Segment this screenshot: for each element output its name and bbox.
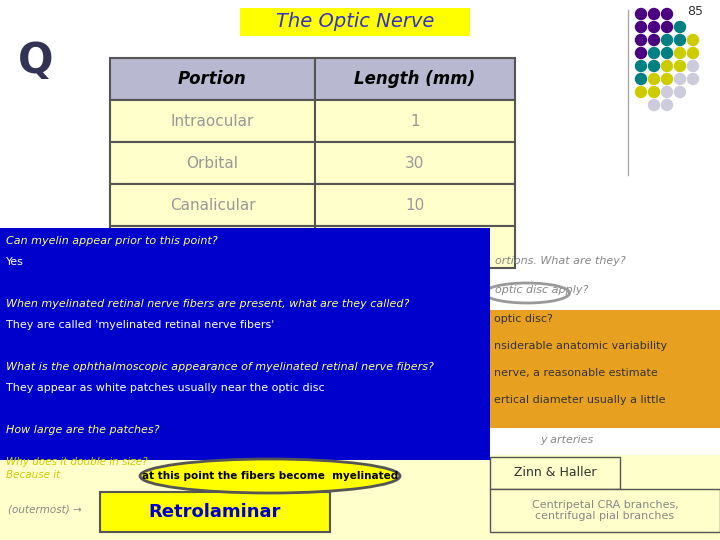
Circle shape [688,73,698,84]
Text: (outermost) →: (outermost) → [8,505,82,515]
Circle shape [662,73,672,84]
Circle shape [662,9,672,19]
Circle shape [649,35,660,45]
Text: The Optic Nerve: The Optic Nerve [276,12,434,31]
Text: ortions. What are they?: ortions. What are they? [495,256,626,266]
Bar [100,492,330,532]
Circle shape [649,99,660,111]
Bar [315,226,515,268]
Text: y arteries: y arteries [540,435,593,445]
Text: Q: Q [18,40,53,82]
Text: nerve, a reasonable estimate: nerve, a reasonable estimate [494,368,658,378]
Bar [315,100,515,142]
Bar [490,489,720,532]
Text: Can myelin appear prior to this point?: Can myelin appear prior to this point? [6,236,217,246]
Circle shape [675,48,685,58]
Text: They are called 'myelinated retinal nerve fibers': They are called 'myelinated retinal nerv… [6,320,274,330]
Circle shape [675,22,685,32]
Bar [315,58,515,100]
Bar [315,184,515,226]
Circle shape [636,86,647,98]
Circle shape [649,22,660,32]
Text: What is the ophthalmoscopic appearance of myelinated retinal nerve fibers?: What is the ophthalmoscopic appearance o… [6,362,434,372]
Text: Zinn & Haller: Zinn & Haller [514,467,596,480]
Text: Canalicular: Canalicular [170,198,256,213]
Text: optic disc?: optic disc? [494,314,553,324]
Text: Length (mm): Length (mm) [354,70,476,88]
Circle shape [662,48,672,58]
Text: 10: 10 [405,240,425,254]
Bar [110,58,315,100]
Text: How large are the patches?: How large are the patches? [6,425,160,435]
Text: Centripetal CRA branches,
centrifugal pial branches: Centripetal CRA branches, centrifugal pi… [531,500,678,521]
Circle shape [662,60,672,71]
Bar [490,457,620,489]
Circle shape [662,22,672,32]
Text: Intraocular: Intraocular [171,113,254,129]
Text: nsiderable anatomic variability: nsiderable anatomic variability [494,341,667,351]
Circle shape [662,86,672,98]
Circle shape [636,60,647,71]
Text: Why does it double in size?: Why does it double in size? [6,457,148,467]
Bar [240,8,470,36]
Circle shape [649,48,660,58]
Circle shape [649,86,660,98]
Text: Intracranial: Intracranial [168,240,256,254]
Circle shape [636,35,647,45]
Circle shape [688,48,698,58]
Text: Portion: Portion [178,70,247,88]
Text: Retrolaminar: Retrolaminar [149,503,282,521]
Text: 85: 85 [687,5,703,18]
Bar [0,228,490,460]
Bar [0,455,720,540]
Circle shape [636,73,647,84]
Text: 1: 1 [410,113,420,129]
Circle shape [675,60,685,71]
Circle shape [688,35,698,45]
Circle shape [636,9,647,19]
Circle shape [636,22,647,32]
Circle shape [649,73,660,84]
Bar [490,310,720,428]
Circle shape [649,60,660,71]
Text: Because it: Because it [6,470,60,480]
Bar [110,184,315,226]
Bar [110,226,315,268]
Bar [110,142,315,184]
Circle shape [662,35,672,45]
Bar [315,142,515,184]
Circle shape [636,48,647,58]
Circle shape [688,60,698,71]
Text: 10: 10 [405,198,425,213]
Circle shape [675,35,685,45]
Text: When myelinated retinal nerve fibers are present, what are they called?: When myelinated retinal nerve fibers are… [6,299,410,309]
Bar [110,100,315,142]
Text: Orbital: Orbital [186,156,238,171]
Text: Yes: Yes [6,257,24,267]
Text: at this point the fibers become  myelinated: at this point the fibers become myelinat… [142,471,398,481]
Text: They appear as white patches usually near the optic disc: They appear as white patches usually nea… [6,383,325,393]
Ellipse shape [140,459,400,493]
Circle shape [649,9,660,19]
Circle shape [662,99,672,111]
Text: optic disc apply?: optic disc apply? [495,285,588,295]
Circle shape [675,86,685,98]
Circle shape [675,73,685,84]
Text: 30: 30 [405,156,425,171]
Text: ertical diameter usually a little: ertical diameter usually a little [494,395,665,405]
